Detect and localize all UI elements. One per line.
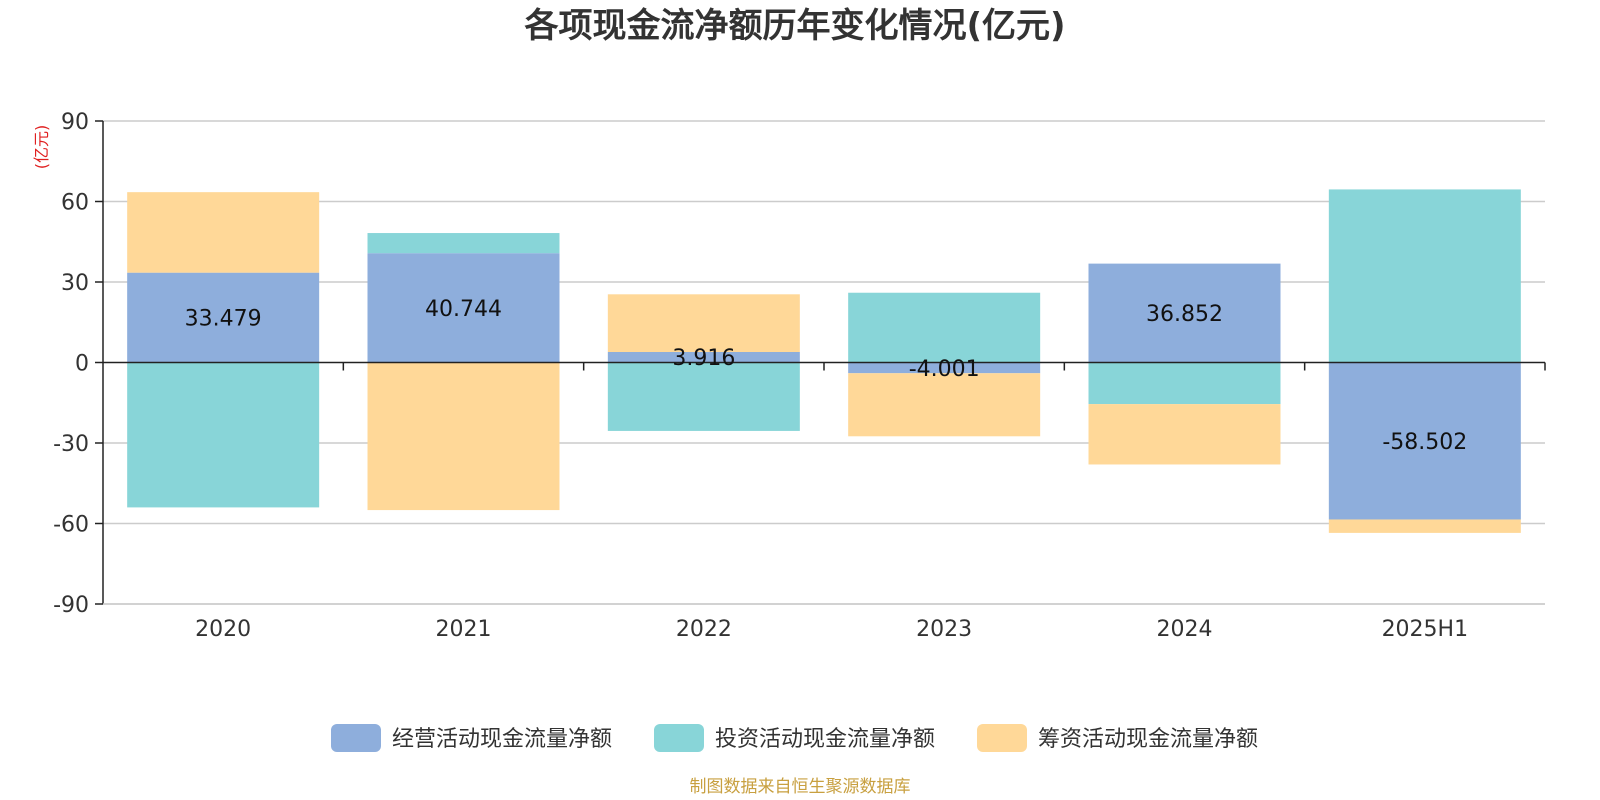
- source-note: 制图数据来自恒生聚源数据库: [690, 777, 911, 797]
- x-tick-label-2021: 2021: [436, 617, 492, 642]
- y-tick-label: 0: [75, 352, 89, 377]
- bar-segment-2025H1-s1: [1328, 189, 1521, 363]
- bar-segment-2024-s0: [1088, 263, 1281, 363]
- axes: [95, 120, 1546, 605]
- bar-segment-2023-s0: [848, 362, 1041, 374]
- bar-segment-2020-s2: [127, 192, 320, 273]
- data-label-2024: 36.852: [1146, 302, 1223, 327]
- bar-segment-2020-s1: [127, 362, 320, 508]
- data-label-2020: 33.479: [185, 307, 262, 332]
- x-tick-label-2025H1: 2025H1: [1382, 617, 1469, 642]
- y-tick-labels: 90 60 30 0 -30 -60 -90: [53, 110, 89, 618]
- bar-segment-2023-s2: [848, 373, 1041, 437]
- bars: [127, 189, 1521, 533]
- y-tick-label: 90: [61, 110, 89, 135]
- legend-swatch-0[interactable]: [331, 724, 381, 752]
- bar-segment-2022-s1: [607, 362, 800, 431]
- bar-segment-2020-s0: [127, 272, 320, 363]
- bar-segment-2021-s2: [367, 362, 560, 511]
- legend-label-1[interactable]: 投资活动现金流量净额: [715, 727, 935, 752]
- data-label-2025H1: -58.502: [1382, 430, 1467, 455]
- y-tick-label: -30: [53, 432, 89, 457]
- bar-segment-2021-s0: [367, 253, 560, 363]
- data-label-2022: 3.916: [672, 346, 735, 371]
- x-tick-label-2024: 2024: [1157, 617, 1213, 642]
- y-tick-label: -90: [53, 593, 89, 618]
- data-label-2023: -4.001: [909, 357, 980, 382]
- x-tick-labels: 2020 2021 2022 2023 2024 2025H1: [195, 617, 1468, 642]
- chart-title: 各项现金流净额历年变化情况(亿元): [524, 6, 1065, 46]
- data-labels: 33.479 40.744 3.916 -4.001 36.852 -58.502: [185, 297, 1468, 455]
- bar-segment-2025H1-s2: [1328, 519, 1521, 533]
- legend-swatch-1[interactable]: [654, 724, 704, 752]
- legend-label-0[interactable]: 经营活动现金流量净额: [392, 727, 612, 752]
- bar-segment-2024-s1: [1088, 362, 1281, 405]
- bar-segment-2021-s1: [367, 233, 560, 254]
- bar-segment-2023-s1: [848, 292, 1041, 363]
- data-label-2021: 40.744: [425, 297, 502, 322]
- x-tick-label-2023: 2023: [916, 617, 972, 642]
- legend-label-2[interactable]: 筹资活动现金流量净额: [1038, 727, 1258, 752]
- bar-segment-2024-s2: [1088, 404, 1281, 465]
- y-tick-label: 60: [61, 191, 89, 216]
- bar-segment-2025H1-s0: [1328, 362, 1521, 520]
- x-tick-label-2020: 2020: [195, 617, 251, 642]
- legend: 经营活动现金流量净额 投资活动现金流量净额 筹资活动现金流量净额: [331, 724, 1258, 752]
- bar-segment-2022-s0: [607, 351, 800, 363]
- y-axis-unit: (亿元): [32, 125, 51, 170]
- legend-swatch-2[interactable]: [977, 724, 1027, 752]
- y-tick-label: 30: [61, 271, 89, 296]
- bar-segment-2022-s2: [607, 294, 800, 352]
- y-tick-label: -60: [53, 513, 89, 538]
- x-tick-label-2022: 2022: [676, 617, 732, 642]
